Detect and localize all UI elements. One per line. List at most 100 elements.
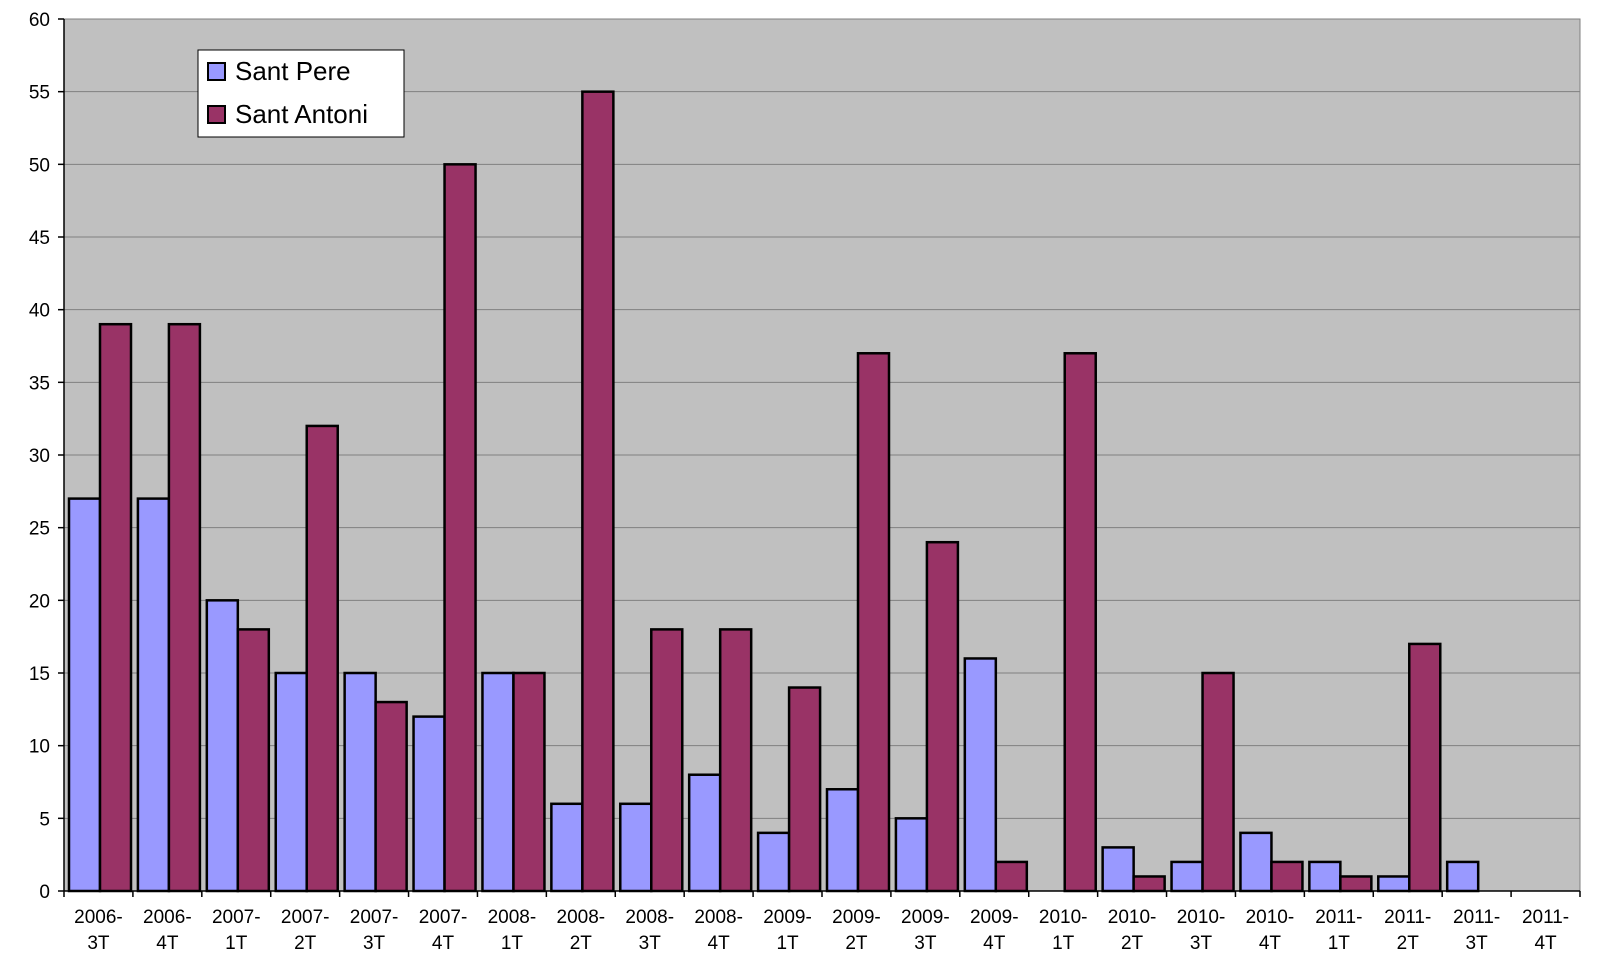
legend-swatch xyxy=(207,62,226,81)
bar-sant-pere xyxy=(894,817,929,893)
x-tick-label: 2009- 2T xyxy=(832,907,881,954)
x-tick-label-line: 3T xyxy=(87,933,110,954)
bar-sant-antoni xyxy=(1339,875,1373,893)
bar-sant-antoni xyxy=(236,628,271,893)
x-tick-label: 2007- 3T xyxy=(350,907,399,954)
bar-sant-antoni xyxy=(1132,875,1166,893)
x-tick-label: 2006- 4T xyxy=(143,907,192,954)
bar-sant-antoni xyxy=(994,860,1029,893)
x-tick-label-line: 2010- xyxy=(1246,907,1295,928)
x-tick-label-line: 4T xyxy=(432,933,455,954)
x-tick-label-line: 2T xyxy=(570,933,593,954)
x-tick-label-line: 4T xyxy=(1259,933,1282,954)
y-tick-label: 50 xyxy=(29,155,50,176)
x-tick-label-line: 4T xyxy=(983,933,1006,954)
x-tick-label: 2011- 3T xyxy=(1453,907,1500,954)
bar-sant-antoni xyxy=(1201,671,1235,893)
y-tick-label: 10 xyxy=(29,737,50,758)
x-tick-label: 2007- 4T xyxy=(419,907,468,954)
bar-sant-pere xyxy=(756,831,791,893)
x-tick-label-line: 2011- xyxy=(1522,907,1569,928)
bar-sant-pere xyxy=(1239,831,1273,893)
y-tick-label: 60 xyxy=(29,10,50,31)
x-tick-label-line: 2007- xyxy=(212,907,261,928)
x-tick-label-line: 2008- xyxy=(694,907,743,928)
bar-sant-pere xyxy=(1377,875,1411,893)
y-tick-label: 20 xyxy=(29,591,50,612)
x-tick-label: 2011- 1T xyxy=(1315,907,1362,954)
y-tick-label: 35 xyxy=(29,373,50,394)
bar-sant-antoni xyxy=(787,686,822,893)
bar-sant-antoni xyxy=(512,671,546,893)
legend-label: Sant Pere xyxy=(235,56,351,86)
x-tick-label-line: 2011- xyxy=(1453,907,1500,928)
x-tick-label-line: 4T xyxy=(1534,933,1557,954)
y-tick-label: 25 xyxy=(29,519,50,540)
bar-sant-antoni xyxy=(856,352,891,893)
x-tick-label-line: 2009- xyxy=(901,907,950,928)
x-tick-label: 2008- 4T xyxy=(694,907,743,954)
bar-sant-pere xyxy=(136,497,171,893)
x-tick-label: 2009- 4T xyxy=(970,907,1019,954)
bar-sant-antoni xyxy=(443,163,477,893)
x-tick-label-line: 1T xyxy=(1328,933,1351,954)
bar-sant-antoni xyxy=(581,90,615,893)
bar-sant-antoni xyxy=(1408,642,1442,893)
x-tick-label: 2010- 2T xyxy=(1108,907,1157,954)
x-tick-label-line: 3T xyxy=(363,933,386,954)
x-tick-label-line: 2008- xyxy=(488,907,537,928)
x-tick-label-line: 2006- xyxy=(74,907,123,928)
x-tick-label-line: 2009- xyxy=(970,907,1019,928)
x-tick-label-line: 3T xyxy=(1466,933,1489,954)
x-tick-label: 2009- 1T xyxy=(763,907,812,954)
bar-sant-antoni xyxy=(1270,860,1304,893)
bar-sant-pere xyxy=(825,788,860,893)
x-tick-label: 2011- 4T xyxy=(1522,907,1569,954)
bar-sant-antoni xyxy=(305,424,339,893)
y-tick-label: 15 xyxy=(29,664,50,685)
bar-sant-pere xyxy=(1308,860,1342,893)
x-tick-label: 2007- 2T xyxy=(281,907,330,954)
bar-sant-pere xyxy=(687,773,722,893)
bar-sant-pere xyxy=(343,671,377,893)
x-tick-label-line: 4T xyxy=(156,933,179,954)
y-axis-tick-labels: 0 5 10 15 20 25 30 35 40 45 50 55 60 xyxy=(29,10,50,903)
x-tick-label: 2007- 1T xyxy=(212,907,261,954)
bar-sant-pere xyxy=(1170,860,1204,893)
x-tick-label-line: 4T xyxy=(708,933,731,954)
x-tick-label: 2010- 4T xyxy=(1246,907,1295,954)
bars xyxy=(67,90,1480,893)
x-tick-label-line: 2008- xyxy=(557,907,606,928)
x-axis-tick-labels: 2006-3T2006-4T2007-1T2007-2T2007-3T2007-… xyxy=(74,907,1569,954)
x-tick-label-line: 1T xyxy=(776,933,799,954)
bar-sant-pere xyxy=(963,657,998,893)
x-tick-label: 2008- 1T xyxy=(488,907,537,954)
bar-sant-antoni xyxy=(925,540,960,893)
y-tick-label: 40 xyxy=(29,301,50,322)
x-tick-label-line: 2007- xyxy=(281,907,330,928)
x-tick-label-line: 2007- xyxy=(419,907,468,928)
x-tick-label-line: 2010- xyxy=(1039,907,1088,928)
x-tick-label-line: 1T xyxy=(501,933,524,954)
bar-sant-antoni xyxy=(650,628,684,893)
y-tick-label: 0 xyxy=(39,882,50,903)
bar-sant-antoni xyxy=(1063,352,1097,893)
x-tick-label-line: 2006- xyxy=(143,907,192,928)
x-tick-label-line: 3T xyxy=(639,933,662,954)
x-tick-label: 2010- 1T xyxy=(1039,907,1088,954)
bar-sant-pere xyxy=(67,497,102,893)
x-tick-label: 2008- 3T xyxy=(625,907,674,954)
x-tick-label: 2009- 3T xyxy=(901,907,950,954)
x-tick-label-line: 2T xyxy=(1121,933,1144,954)
bar-sant-antoni xyxy=(374,700,408,893)
x-tick-label-line: 2010- xyxy=(1108,907,1157,928)
x-tick-label-line: 3T xyxy=(914,933,937,954)
x-tick-label: 2010- 3T xyxy=(1177,907,1226,954)
x-tick-label-line: 2011- xyxy=(1384,907,1431,928)
x-tick-label-line: 2T xyxy=(1397,933,1420,954)
x-tick-label-line: 2T xyxy=(845,933,868,954)
bar-sant-pere xyxy=(274,671,308,893)
bar-sant-antoni xyxy=(167,322,202,893)
x-tick-label-line: 2009- xyxy=(763,907,812,928)
